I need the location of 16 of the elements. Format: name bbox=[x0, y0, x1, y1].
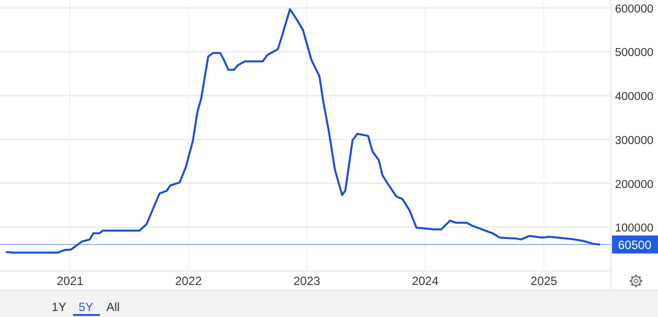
x-tick-label: 2025 bbox=[530, 274, 558, 288]
x-tick-label: 2022 bbox=[175, 274, 202, 288]
x-tick-label: 2024 bbox=[412, 274, 439, 288]
y-tick-label: 200000 bbox=[615, 178, 654, 191]
x-tick-label: 2021 bbox=[56, 274, 84, 288]
line-series bbox=[6, 8, 600, 254]
y-tick-label: 400000 bbox=[615, 91, 654, 104]
y-tick-label: 100000 bbox=[615, 222, 654, 235]
x-tick-label: 2023 bbox=[293, 274, 320, 288]
ref-line-label: 60500 bbox=[618, 238, 652, 252]
text: All bbox=[106, 300, 120, 314]
y-tick-label: 600000 bbox=[615, 3, 654, 16]
text: 5Y bbox=[78, 300, 94, 314]
y-tick-label: 300000 bbox=[615, 134, 654, 147]
y-tick-label: 500000 bbox=[615, 47, 654, 60]
text: 1Y bbox=[52, 300, 66, 314]
